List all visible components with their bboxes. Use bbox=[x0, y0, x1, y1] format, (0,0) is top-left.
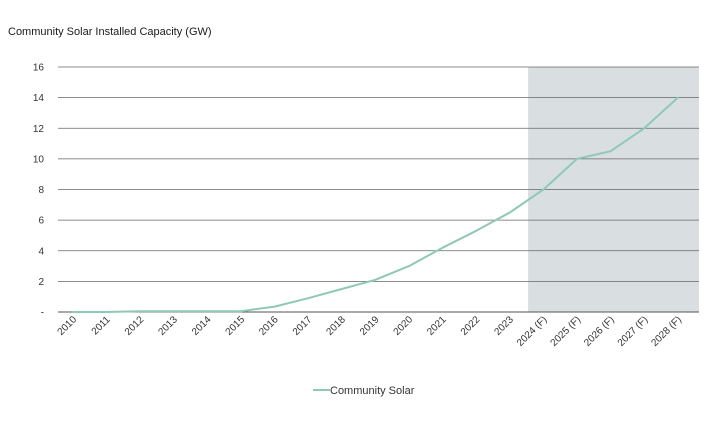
y-tick-label: - bbox=[41, 308, 44, 319]
x-tick-label: 2023 bbox=[492, 314, 516, 338]
x-tick-label: 2022 bbox=[459, 314, 483, 338]
x-tick-label: 2010 bbox=[56, 314, 80, 338]
x-tick-label: 2019 bbox=[358, 314, 382, 338]
x-tick-label: 2020 bbox=[392, 314, 416, 338]
y-tick-label: 14 bbox=[33, 93, 45, 104]
x-tick-label: 2026 (F) bbox=[582, 314, 617, 349]
x-tick-label: 2012 bbox=[123, 314, 147, 338]
x-tick-label: 2018 bbox=[324, 314, 348, 338]
x-tick-label: 2024 (F) bbox=[515, 314, 550, 349]
x-tick-label: 2016 bbox=[257, 314, 281, 338]
x-tick-label: 2014 bbox=[190, 314, 214, 338]
y-tick-label: 10 bbox=[33, 154, 45, 165]
chart-title: Community Solar Installed Capacity (GW) bbox=[8, 26, 212, 38]
x-tick-label: 2028 (F) bbox=[649, 314, 684, 349]
y-tick-label: 6 bbox=[38, 216, 44, 227]
x-tick-label: 2013 bbox=[156, 314, 180, 338]
x-tick-label: 2025 (F) bbox=[549, 314, 584, 349]
x-tick-label: 2011 bbox=[90, 314, 113, 337]
y-tick-label: 2 bbox=[38, 277, 44, 288]
y-tick-label: 12 bbox=[33, 124, 45, 135]
y-tick-label: 4 bbox=[38, 246, 44, 257]
x-tick-label: 2015 bbox=[224, 314, 248, 338]
series-line-community-solar bbox=[72, 96, 679, 313]
y-tick-label: 16 bbox=[33, 63, 45, 74]
x-tick-label: 2027 (F) bbox=[616, 314, 651, 349]
legend-label: Community Solar bbox=[330, 385, 415, 397]
x-tick-label: 2021 bbox=[425, 314, 449, 338]
y-tick-label: 8 bbox=[38, 185, 44, 196]
x-tick-label: 2017 bbox=[291, 314, 315, 338]
